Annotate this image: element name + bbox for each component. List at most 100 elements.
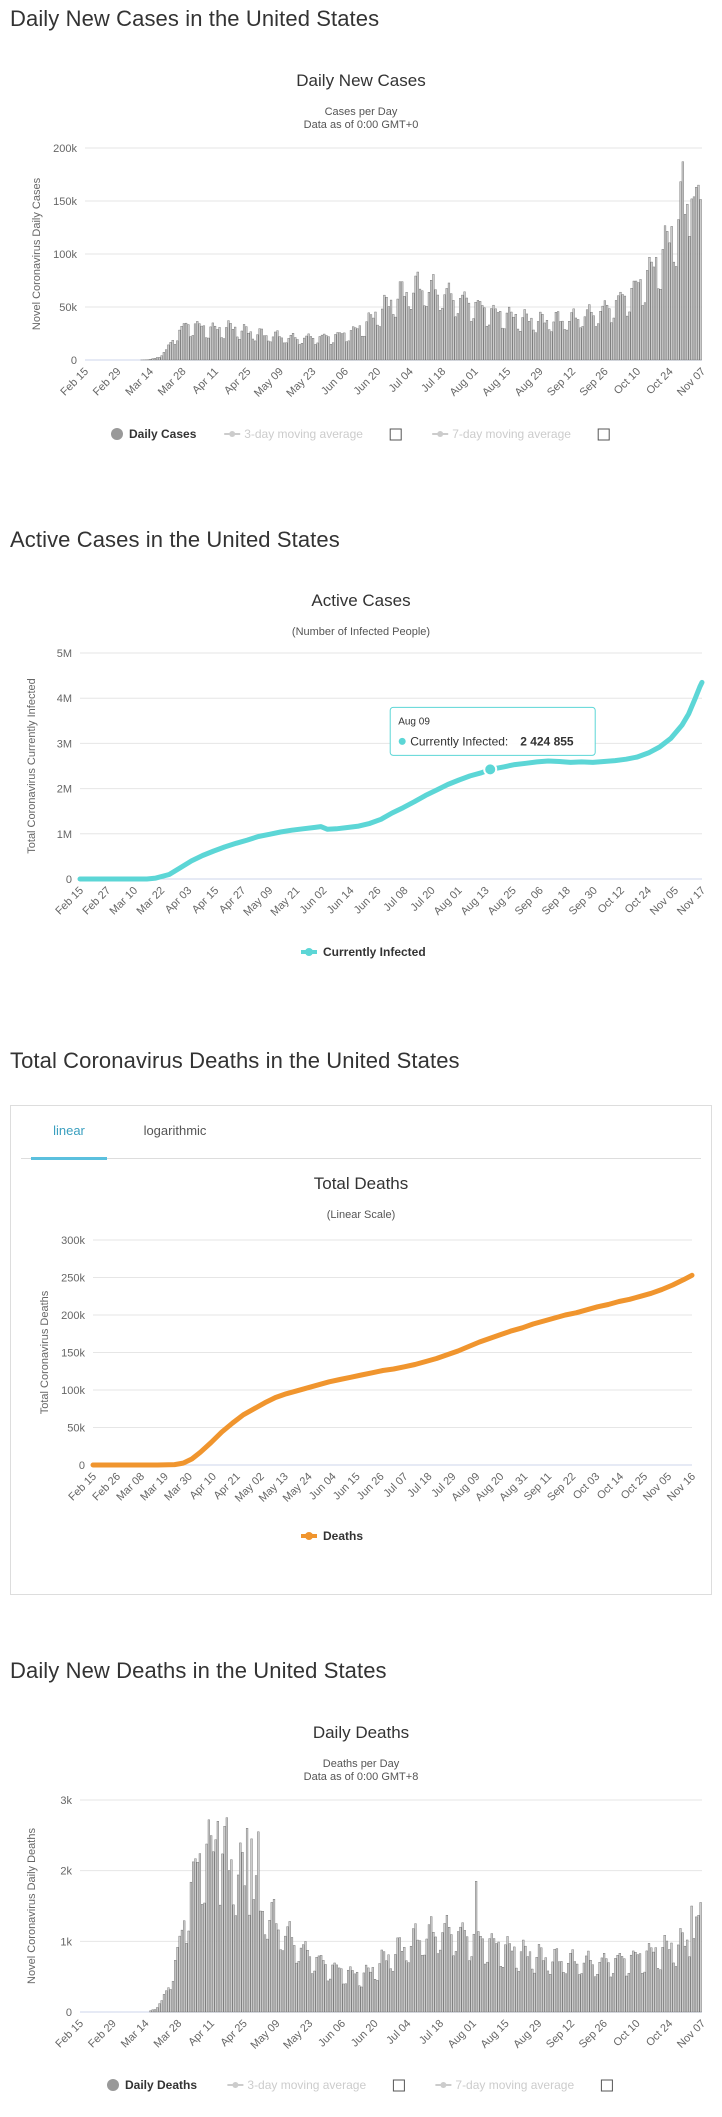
legend-item-label: Daily Deaths <box>125 2078 197 2092</box>
bar <box>488 1938 491 2013</box>
bar <box>193 323 197 361</box>
bar <box>338 1967 341 2013</box>
bar <box>603 1953 606 2013</box>
bar <box>459 1926 462 2013</box>
bar <box>216 329 219 361</box>
bar <box>227 1870 231 2013</box>
bar <box>487 324 491 361</box>
bar <box>627 1973 630 2013</box>
bar <box>432 274 435 361</box>
bar <box>320 334 324 361</box>
x-tick-label: Mar 28 <box>152 2018 185 2051</box>
bar <box>165 1990 168 2013</box>
x-tick-label: Sep 18 <box>540 885 573 918</box>
x-tick-label: Mar 22 <box>135 885 168 918</box>
bar <box>205 337 208 361</box>
bar <box>194 1858 197 2013</box>
bar <box>439 1949 442 2013</box>
bar <box>185 1943 188 2013</box>
bar <box>430 1916 433 2013</box>
bar <box>356 328 359 361</box>
bar <box>290 1937 294 2013</box>
bar <box>279 1949 282 2013</box>
bar <box>327 336 330 361</box>
bar <box>266 1938 269 2013</box>
bar <box>441 1932 444 2013</box>
bar <box>461 294 464 361</box>
bar <box>438 310 442 361</box>
bar <box>652 266 655 361</box>
x-tick-label: Feb 29 <box>91 366 124 399</box>
bar <box>409 1945 413 2013</box>
bar <box>333 1962 336 2013</box>
bar <box>169 1989 172 2013</box>
bar <box>492 1938 496 2013</box>
bar <box>553 1949 556 2013</box>
bar <box>589 1959 592 2013</box>
tab-linear[interactable]: linear <box>31 1106 107 1160</box>
bar <box>578 1974 581 2013</box>
bar <box>571 1949 574 2013</box>
bar <box>659 1969 662 2013</box>
bar <box>160 2000 163 2013</box>
bar <box>305 335 308 361</box>
bar <box>336 332 339 361</box>
bar <box>367 312 370 361</box>
y-tick-label: 300k <box>61 1235 85 1247</box>
bar <box>251 338 255 361</box>
bar <box>200 325 203 361</box>
bar <box>607 1962 610 2013</box>
bar <box>360 1986 363 2013</box>
bar <box>659 289 662 361</box>
bar <box>554 312 557 361</box>
bar <box>476 300 480 361</box>
bar <box>577 319 580 361</box>
x-tick-label: Apr 11 <box>186 2018 217 2049</box>
bar <box>535 1957 538 2013</box>
bar <box>638 1953 642 2013</box>
bar <box>632 280 635 361</box>
bar <box>542 1960 545 2013</box>
bar <box>513 1946 516 2013</box>
bar <box>697 1915 700 2013</box>
bar <box>695 1916 698 2013</box>
bar <box>430 280 433 361</box>
bar <box>477 1931 480 2013</box>
bar <box>425 306 428 361</box>
bar <box>250 1838 253 2013</box>
bar <box>382 1951 386 2013</box>
tab-logarithmic[interactable]: logarithmic <box>143 1123 207 1138</box>
bar <box>353 1973 356 2013</box>
bar <box>569 1953 572 2013</box>
bar <box>686 1939 689 2013</box>
bar <box>167 1987 170 2013</box>
x-tick-label: Mar 28 <box>156 366 189 399</box>
bar <box>452 1955 455 2013</box>
series-line <box>90 1272 695 1468</box>
bar <box>695 187 698 361</box>
bar <box>459 298 462 361</box>
bar <box>526 1956 529 2013</box>
bar <box>296 339 299 361</box>
bar <box>277 1929 280 2013</box>
bar <box>546 1970 550 2013</box>
bar <box>423 1954 426 2013</box>
bar <box>334 334 337 361</box>
bar <box>314 344 317 361</box>
bar <box>398 281 402 361</box>
bar <box>394 1954 397 2013</box>
bar <box>614 1958 617 2013</box>
x-tick-label: Mar 14 <box>123 366 156 399</box>
bar <box>561 320 564 361</box>
bar <box>281 1950 285 2013</box>
bar <box>196 321 199 361</box>
bar <box>524 1945 527 2013</box>
bar <box>385 297 388 361</box>
bar <box>362 1972 365 2013</box>
bar <box>276 330 279 361</box>
bar <box>259 1910 262 2013</box>
y-tick-label: 100k <box>53 249 77 261</box>
bar <box>582 1962 585 2013</box>
bar <box>679 181 682 361</box>
bar <box>501 327 504 361</box>
